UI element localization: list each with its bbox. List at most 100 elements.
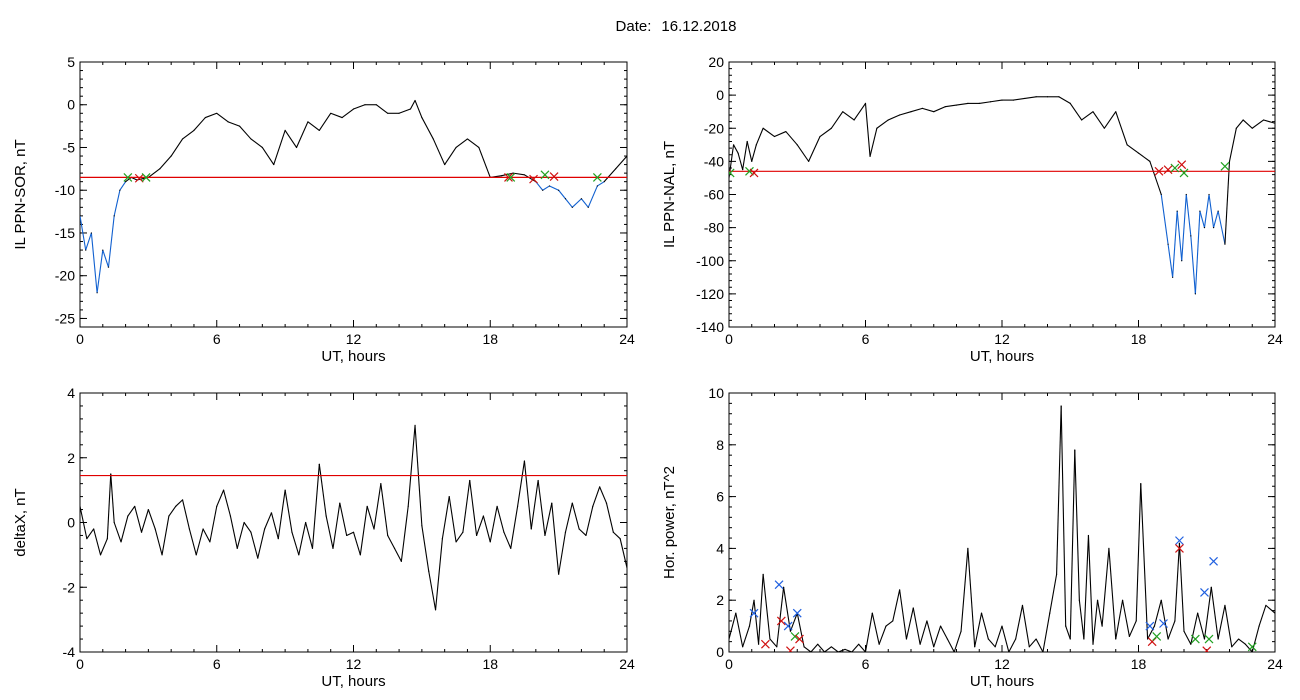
- series-segment: [107, 215, 115, 268]
- data-point: [1056, 573, 1058, 575]
- cross-marker: [774, 580, 784, 590]
- series-segment: [1235, 119, 1244, 129]
- data-point: [939, 625, 942, 627]
- series-segment: [1028, 638, 1037, 648]
- data-point: [102, 249, 104, 251]
- data-point: [729, 638, 730, 640]
- series-segment: [830, 111, 844, 129]
- data-point: [551, 502, 553, 504]
- data-point: [352, 108, 355, 110]
- x-axis-label: UT, hours: [970, 673, 1034, 690]
- series-segment: [205, 112, 217, 119]
- y-tick-label: -40: [704, 153, 724, 169]
- data-point: [530, 528, 532, 530]
- data-point: [926, 620, 928, 622]
- series-segment: [223, 489, 231, 517]
- cross-marker-stroke: [134, 173, 144, 183]
- series-segment: [960, 548, 969, 632]
- data-point: [1126, 144, 1128, 146]
- data-point: [578, 528, 580, 530]
- x-tick-label: 18: [482, 656, 498, 672]
- data-point: [789, 630, 792, 632]
- data-point: [448, 496, 450, 498]
- y-axis-label: deltaX, nT: [12, 488, 29, 556]
- plot-area: [80, 424, 627, 611]
- x-tick-label: 12: [994, 656, 1010, 672]
- data-point: [222, 489, 225, 491]
- data-point: [978, 102, 980, 105]
- data-point: [796, 144, 798, 146]
- data-point: [1167, 638, 1169, 640]
- data-point: [1274, 612, 1275, 614]
- y-tick-label: -80: [704, 220, 724, 236]
- series-segment: [407, 425, 416, 507]
- data-point: [93, 528, 95, 530]
- data-point: [619, 538, 621, 540]
- series-segment: [808, 136, 821, 162]
- series-segment: [305, 522, 314, 549]
- data-point: [295, 146, 298, 149]
- data-point: [466, 138, 469, 140]
- x-tick-label: 6: [862, 656, 870, 672]
- data-point: [1140, 483, 1142, 485]
- series-segment: [462, 480, 471, 533]
- data-point: [960, 630, 962, 632]
- y-tick-label: -25: [55, 310, 75, 326]
- data-point: [1115, 638, 1117, 640]
- series-segment: [277, 490, 286, 539]
- y-tick-label: 10: [708, 385, 724, 401]
- series-segment: [1056, 405, 1062, 575]
- cross-marker: [1202, 646, 1212, 652]
- cross-marker-stroke: [1177, 160, 1187, 170]
- series-segment: [1242, 119, 1253, 129]
- y-axis-label: IL PPN-SOR, nT: [12, 139, 29, 249]
- chart-il-nal: 0 6 12 18 24 20 0 -20 -40 -60 -80 -100 -120 -140 UT, h…: [661, 54, 1283, 365]
- series-segment: [243, 522, 252, 533]
- series-segment: [803, 646, 812, 652]
- series-segment: [1210, 587, 1219, 640]
- data-point: [626, 155, 627, 157]
- data-point: [1190, 235, 1192, 237]
- data-point: [86, 538, 88, 540]
- series-segment: [346, 531, 354, 536]
- series-segment: [1083, 535, 1089, 640]
- series-segment: [980, 613, 989, 640]
- y-tick-label: -5: [63, 139, 76, 155]
- y-tick-label: -10: [55, 182, 75, 198]
- series-segment: [1251, 119, 1264, 129]
- series-segment: [597, 181, 605, 187]
- plot-frame: [79, 61, 628, 328]
- data-point: [1060, 405, 1062, 407]
- cross-marker-stroke: [1179, 168, 1189, 178]
- data-point: [107, 266, 110, 268]
- series-segment: [851, 643, 860, 652]
- data-point: [273, 163, 275, 166]
- series-segment: [838, 648, 846, 652]
- data-point: [462, 531, 464, 533]
- data-point: [398, 112, 400, 114]
- data-point: [1228, 160, 1231, 162]
- series-segment: [1228, 128, 1237, 162]
- cross-marker-stroke: [1209, 556, 1218, 566]
- series-segment: [783, 587, 791, 632]
- series-segment: [1238, 638, 1246, 645]
- data-point: [1101, 625, 1103, 627]
- series-segment: [1167, 620, 1176, 640]
- data-point: [542, 189, 544, 191]
- series-segment: [489, 506, 498, 543]
- series-segment: [776, 587, 785, 647]
- series-segment: [1013, 97, 1025, 101]
- series-segment: [1167, 244, 1174, 278]
- cross-marker: [592, 172, 602, 182]
- series-segment: [332, 502, 341, 549]
- data-point: [512, 172, 514, 174]
- data-point: [441, 538, 443, 540]
- series-segment: [558, 532, 567, 575]
- data-point: [1128, 635, 1130, 638]
- data-point: [1251, 127, 1253, 129]
- series-segment: [810, 643, 819, 652]
- series-segment: [831, 646, 839, 652]
- data-point: [773, 135, 776, 138]
- cross-marker: [1175, 543, 1184, 553]
- x-tick-label: 0: [725, 656, 733, 672]
